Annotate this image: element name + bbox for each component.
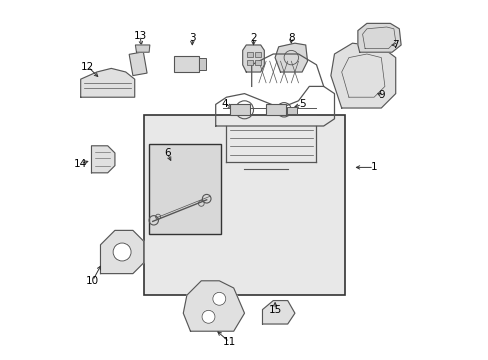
Polygon shape bbox=[262, 301, 294, 324]
Polygon shape bbox=[101, 230, 143, 274]
Polygon shape bbox=[330, 43, 395, 108]
Text: 9: 9 bbox=[378, 90, 385, 100]
Circle shape bbox=[113, 243, 131, 261]
Bar bbox=[265, 104, 285, 115]
Polygon shape bbox=[242, 45, 264, 72]
Text: 3: 3 bbox=[188, 33, 195, 43]
Polygon shape bbox=[91, 146, 115, 173]
Polygon shape bbox=[81, 68, 134, 97]
Bar bbox=[255, 52, 260, 57]
Text: 13: 13 bbox=[133, 31, 146, 41]
Text: 11: 11 bbox=[223, 337, 236, 347]
Polygon shape bbox=[135, 45, 149, 52]
Circle shape bbox=[202, 310, 215, 323]
Polygon shape bbox=[357, 23, 400, 52]
Text: 14: 14 bbox=[74, 159, 87, 169]
Circle shape bbox=[212, 292, 225, 305]
Bar bbox=[149, 144, 221, 234]
Bar bbox=[199, 58, 205, 70]
Text: 12: 12 bbox=[81, 62, 94, 72]
Bar bbox=[129, 52, 147, 76]
Text: 6: 6 bbox=[163, 148, 170, 158]
Bar bbox=[247, 52, 252, 57]
Text: 15: 15 bbox=[268, 305, 281, 315]
Bar bbox=[255, 60, 260, 65]
Bar bbox=[143, 115, 345, 295]
Bar bbox=[230, 104, 249, 115]
Text: 7: 7 bbox=[391, 40, 398, 50]
Text: 1: 1 bbox=[370, 162, 377, 172]
Bar bbox=[174, 56, 199, 72]
Text: 4: 4 bbox=[221, 99, 227, 109]
Text: 10: 10 bbox=[86, 276, 99, 286]
Bar bbox=[286, 107, 297, 114]
Polygon shape bbox=[275, 43, 307, 72]
Text: 2: 2 bbox=[250, 33, 256, 43]
Text: 8: 8 bbox=[287, 33, 294, 43]
Text: 5: 5 bbox=[298, 99, 305, 109]
Bar bbox=[247, 60, 252, 65]
Polygon shape bbox=[183, 281, 244, 331]
